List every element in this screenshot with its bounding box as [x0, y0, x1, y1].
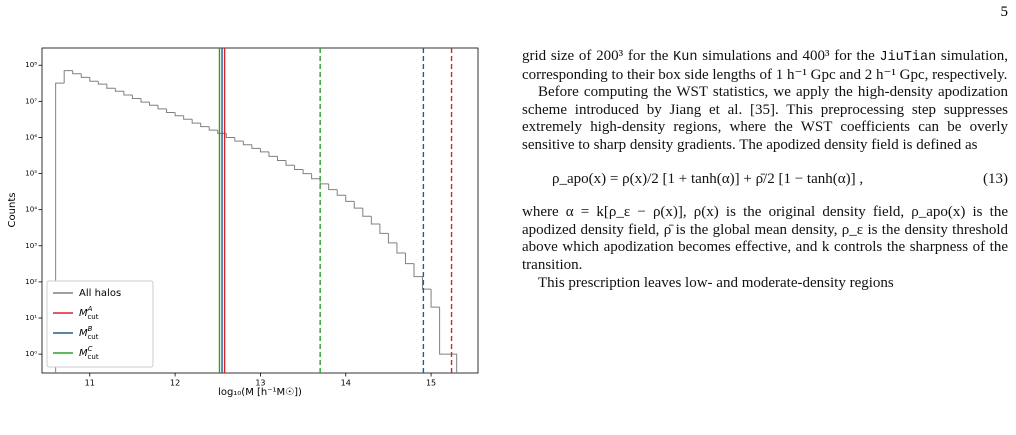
- histogram-bin: [276, 156, 287, 161]
- y-tick-label: 10⁵: [25, 170, 37, 178]
- histogram-bin: [149, 102, 159, 106]
- histogram-bin: [63, 70, 73, 84]
- y-tick-label: 10⁸: [25, 61, 37, 69]
- y-tick-label: 10¹: [25, 314, 37, 322]
- y-tick-label: 10²: [25, 278, 37, 286]
- histogram-bin: [285, 160, 295, 166]
- histogram-bin: [387, 233, 397, 244]
- x-tick-label: 12: [170, 379, 180, 388]
- histogram-bin: [208, 126, 218, 131]
- legend-sup: C: [88, 345, 93, 353]
- histogram-bin: [422, 276, 432, 290]
- legend-label: All halos: [79, 288, 121, 299]
- y-tick-label: 10⁶: [25, 133, 37, 141]
- page-number: 5: [1000, 4, 1009, 20]
- text: simulations and 400³ for the: [697, 48, 880, 64]
- histogram-bin: [439, 307, 449, 355]
- histogram-bin: [183, 115, 193, 120]
- paragraph: grid size of 200³ for the Kun simulation…: [522, 48, 1008, 84]
- legend-label: MC cut: [79, 345, 99, 361]
- paragraph: This prescription leaves low- and modera…: [538, 274, 894, 291]
- y-tick-label: 10³: [25, 242, 37, 250]
- legend-name: M: [79, 348, 88, 359]
- histogram-bin: [80, 73, 90, 78]
- histogram-bin: [166, 108, 176, 114]
- text: simulation, corresponding to their box s…: [522, 48, 1008, 83]
- histogram-bin: [259, 148, 269, 153]
- histogram-bin: [131, 94, 141, 99]
- x-tick-label: 13: [255, 379, 265, 388]
- histogram-bin: [302, 169, 312, 175]
- plot-frame: [41, 47, 479, 374]
- histogram-bin: [174, 112, 184, 117]
- histogram-bin: [123, 91, 133, 96]
- histogram-bin: [336, 189, 346, 196]
- x-tick-label: 14: [341, 379, 351, 388]
- histogram-bin: [362, 208, 372, 217]
- histogram-bin: [370, 216, 380, 225]
- legend-sup: A: [87, 305, 93, 313]
- x-axis-label: log₁₀(M [h⁻¹M☉]): [218, 387, 302, 398]
- chart: Counts log₁₀(M [h⁻¹M☉]) 11 12 13 14 15 10⁰ 10¹…: [7, 47, 479, 398]
- code: Kun: [673, 50, 698, 65]
- equation: ρ_apo(x) = ρ(x)/2 [1 + tanh(α)] + ρ̄/2 […: [522, 171, 1008, 189]
- histogram-bin: [97, 81, 107, 85]
- histogram-bin: [217, 130, 227, 134]
- y-tick-label: 10⁷: [25, 97, 37, 105]
- histogram-bin: [319, 178, 329, 185]
- legend-box: [46, 280, 154, 368]
- legend-sub: cut: [87, 313, 98, 321]
- y-tick-label: 10⁰: [25, 350, 37, 358]
- histogram-bin: [140, 98, 150, 103]
- histogram-bin: [234, 137, 244, 142]
- histogram-bin: [379, 224, 389, 234]
- paragraph: where α = k[ρ_ε − ρ(x)], ρ(x) is the ori…: [522, 204, 1009, 273]
- histogram-bin: [225, 133, 235, 138]
- histogram-bin: [72, 70, 82, 75]
- histogram-bin: [114, 88, 124, 92]
- histogram-bin: [200, 123, 210, 128]
- histogram-bin: [294, 165, 304, 170]
- histogram-bin: [413, 263, 423, 278]
- histogram-bin: [89, 77, 99, 82]
- legend-sub: cut: [88, 353, 99, 361]
- code: JiuTian: [879, 50, 937, 65]
- x-tick-label: 15: [426, 379, 436, 388]
- legend-name: All halos: [79, 288, 121, 299]
- text: grid size of 200³ for the: [522, 48, 674, 64]
- legend-name: M: [79, 328, 88, 339]
- histogram-bin: [268, 151, 278, 157]
- y-axis-label: Counts: [7, 193, 18, 228]
- legend-name: M: [79, 308, 88, 319]
- histogram-bin: [106, 84, 116, 89]
- equation-number: (13): [983, 170, 1008, 187]
- histogram-bin: [404, 253, 415, 265]
- x-tick-label: 11: [85, 379, 95, 388]
- legend-label: MB cut: [79, 325, 99, 341]
- histogram-bin: [251, 144, 261, 149]
- text-column: grid size of 200³ for the Kun simulation…: [522, 48, 1008, 292]
- y-tick-label: 10⁴: [25, 206, 37, 214]
- histogram-bin: [191, 119, 201, 124]
- equation-body: ρ_apo(x) = ρ(x)/2 [1 + tanh(α)] + ρ̄/2 […: [552, 170, 864, 187]
- legend-sup: B: [88, 325, 93, 333]
- legend-sub: cut: [87, 333, 98, 341]
- histogram-bin: [311, 173, 321, 180]
- paragraph: Before computing the WST statistics, we …: [522, 84, 1008, 153]
- histogram-bin: [328, 183, 338, 191]
- histogram-bin: [396, 242, 406, 254]
- histogram-bin: [157, 105, 167, 110]
- histogram-bin: [345, 195, 355, 202]
- histogram-bin: [353, 201, 363, 209]
- histogram-bin: [448, 353, 458, 373]
- histogram-bin: [242, 141, 252, 146]
- histogram-bin: [430, 289, 440, 308]
- histogram-bin: [55, 82, 65, 373]
- legend-label: MA cut: [79, 305, 99, 321]
